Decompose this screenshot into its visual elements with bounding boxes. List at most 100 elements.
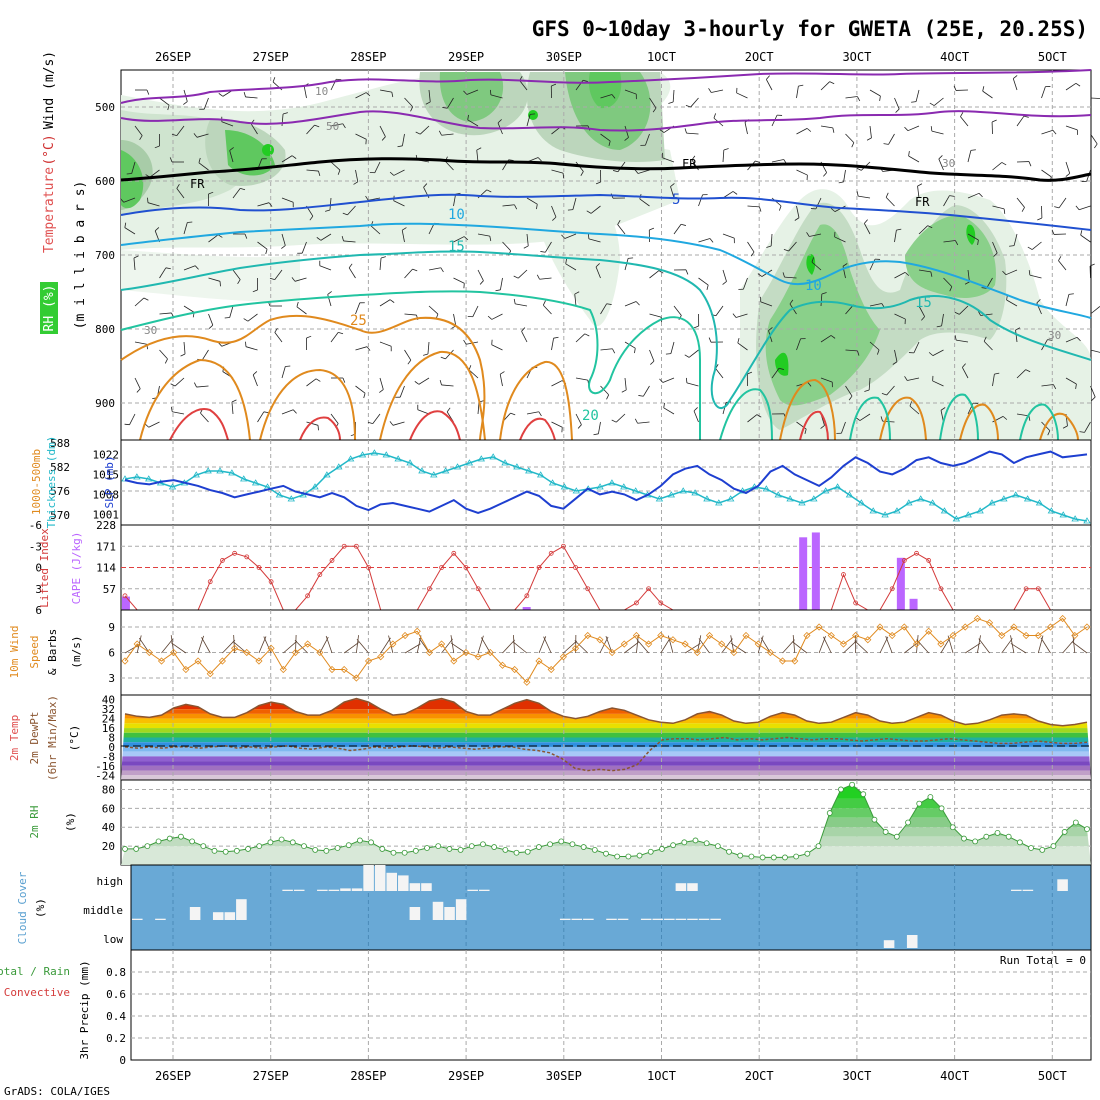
wind-barb [1016,369,1026,379]
wind10-barb [343,642,359,654]
wind-barb [600,94,613,99]
wind-barb-flag [1089,263,1095,267]
wind-marker [121,657,129,665]
wind-barb [252,374,258,387]
li-marker [268,579,274,585]
rh-marker [714,843,721,850]
upper-grid [121,70,1091,440]
li-marker [122,593,128,599]
thickness-marker [358,451,367,458]
rh-marker [558,838,565,845]
temp-band [121,761,1091,766]
wind-barb-flag [208,191,214,195]
wind-barb [908,155,920,163]
axis-tick-label: 40 [102,821,115,834]
wind-barb [673,305,682,316]
thickness-marker [762,485,771,492]
cloud-bar [374,865,386,891]
wind-barb-flag [537,157,542,162]
wind-barb [428,89,431,102]
wind-marker [888,631,896,640]
wind-barb-flag [665,353,671,355]
wind-barb [737,342,748,351]
rh-marker [625,853,632,860]
thickness-marker [216,467,224,474]
wind-barb-flag [489,89,492,95]
wind-barb [374,161,381,173]
wind-barb-flag [342,377,346,383]
wind-barb [281,233,286,246]
thickness-marker [525,467,533,474]
wind-barb-flag [164,358,168,364]
axis-tick-label: 800 [95,323,115,336]
wind-barb-flag [440,356,446,360]
wind-barb-flag [658,270,664,274]
wind-marker [559,653,567,661]
rh-marker [838,786,844,793]
wind-barb-flag [165,267,171,270]
rh-marker [670,842,677,849]
wind-barb-flag [180,353,186,357]
wind-marker [1059,614,1067,623]
thickness-marker [822,487,830,494]
cloud-bar [883,940,895,948]
wind-barb-flag [327,291,332,295]
wind-barb-flag [523,245,529,249]
axis-tick-label: 0.8 [106,966,126,979]
thickness-marker [489,453,497,460]
wind-barb-flag [193,133,198,138]
wind10-barb [660,637,671,654]
cloud-bar [155,918,166,920]
wind-barb [894,272,906,279]
wind-barb-flag [638,395,644,397]
wind-barb-flag [628,257,634,259]
wind-marker [705,631,714,640]
wind-barb-flag [136,388,141,393]
wind-barb-flag [1015,327,1021,331]
wind-barb [306,421,319,426]
rh-marker [334,845,341,851]
wind-barb [347,205,356,216]
wind-barb [402,133,405,146]
rh-marker [849,781,855,788]
wind-barb [932,349,944,356]
thickness-marker [679,487,687,494]
wind-barb [159,267,167,279]
wind-barb-flag [176,183,180,189]
wind-barb-flag [713,113,717,119]
wind-barb-flag [928,352,934,356]
wind-marker [839,640,848,648]
wind-barb [670,341,675,354]
wind10-barb [232,641,248,654]
wind-barb-flag [1051,229,1055,235]
wind-barb [565,263,577,271]
wind-barb [519,80,528,91]
contour-label-rh30b: 30 [942,157,955,170]
lifted-index-markers [122,543,1041,606]
thickness-marker [453,463,462,470]
wind-barb [869,125,872,138]
thickness-marker [833,483,842,490]
wind-barb [1016,413,1029,417]
wind-barb-flag [917,183,923,187]
wind-marker [145,648,153,657]
wind-barb [663,407,675,415]
wind-barb-flag [864,219,868,224]
wind-barb [722,150,725,163]
cloud-bar [664,918,675,920]
wind10-barb [294,639,308,654]
axis-tick-label: 114 [96,562,116,575]
wind-barb-flag [269,277,275,280]
wind-barb-flag [670,183,675,187]
wind-barb [575,333,586,343]
cloud-bar [132,918,143,920]
cloud-bar [351,888,363,891]
wind-barb-flag [410,106,414,112]
wind-barb [637,169,650,174]
li-marker [524,593,530,599]
rh-marker [793,853,800,860]
temp-band [121,732,1091,738]
cloud-bar [571,918,583,920]
dewpt-label: 2m DewPt [28,712,41,765]
wind-marker [937,640,945,648]
